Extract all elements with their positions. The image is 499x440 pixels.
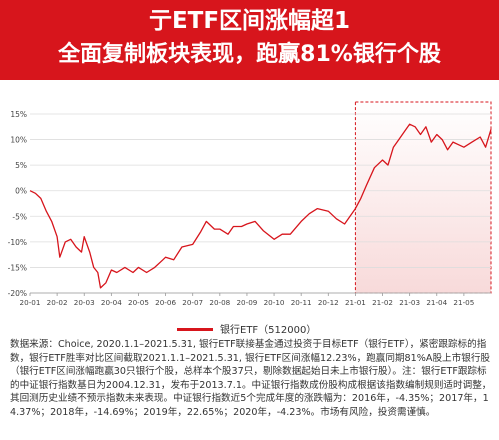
- x-tick-label: 20-10: [264, 298, 285, 307]
- x-tick-label: 20-01: [20, 298, 41, 307]
- y-tick-label: -5%: [12, 212, 27, 221]
- highlight-region: [354, 101, 492, 294]
- y-tick-label: 0%: [15, 187, 27, 196]
- x-tick-label: 20-06: [155, 298, 176, 307]
- x-tick-label: 20-11: [291, 298, 312, 307]
- x-tick-label: 20-03: [74, 298, 95, 307]
- x-tick-label: 20-02: [47, 298, 68, 307]
- line-chart: -20% -15% -10% -5% 0% 5% 10% 15% 20-01 20-02 20-03…: [8, 101, 492, 307]
- footnote: 数据来源：Choice, 2020.1.1–2021.5.31, 银行ETF联接…: [10, 338, 494, 420]
- x-tick-label: 20-12: [318, 298, 339, 307]
- y-tick-label: -15%: [8, 263, 27, 272]
- footnote-text: 数据来源：Choice, 2020.1.1–2021.5.31, 银行ETF联接…: [10, 339, 492, 418]
- headline-top: 亍ETF区间涨幅超1: [148, 8, 351, 34]
- header-banner: 亍ETF区间涨幅超1 全面复制板块表现，跑赢81%银行个股: [0, 0, 499, 80]
- headline-main: 全面复制板块表现，跑赢81%银行个股: [58, 42, 441, 67]
- x-tick-label: 21-02: [372, 298, 393, 307]
- x-tick-label: 21-04: [426, 298, 447, 307]
- legend-label: 银行ETF（512000）: [220, 325, 317, 336]
- y-tick-label: -10%: [8, 238, 27, 247]
- x-tick-label: 20-05: [128, 298, 149, 307]
- x-tick-label: 20-07: [182, 298, 203, 307]
- legend: 银行ETF（512000）: [0, 320, 499, 338]
- x-tick-label: 20-08: [209, 298, 230, 307]
- y-tick-label: 5%: [15, 161, 27, 170]
- x-tick-label: 21-05: [453, 298, 474, 307]
- x-tick-label: 21-01: [345, 298, 366, 307]
- x-tick-label: 21-03: [399, 298, 420, 307]
- y-tick-label: -20%: [8, 289, 27, 298]
- x-tick-label: 20-09: [236, 298, 257, 307]
- y-tick-label: 15%: [10, 110, 27, 119]
- series-line: [29, 123, 492, 289]
- legend-swatch: [177, 328, 213, 331]
- x-tick-label: 20-04: [101, 298, 122, 307]
- y-tick-label: 10%: [10, 136, 27, 145]
